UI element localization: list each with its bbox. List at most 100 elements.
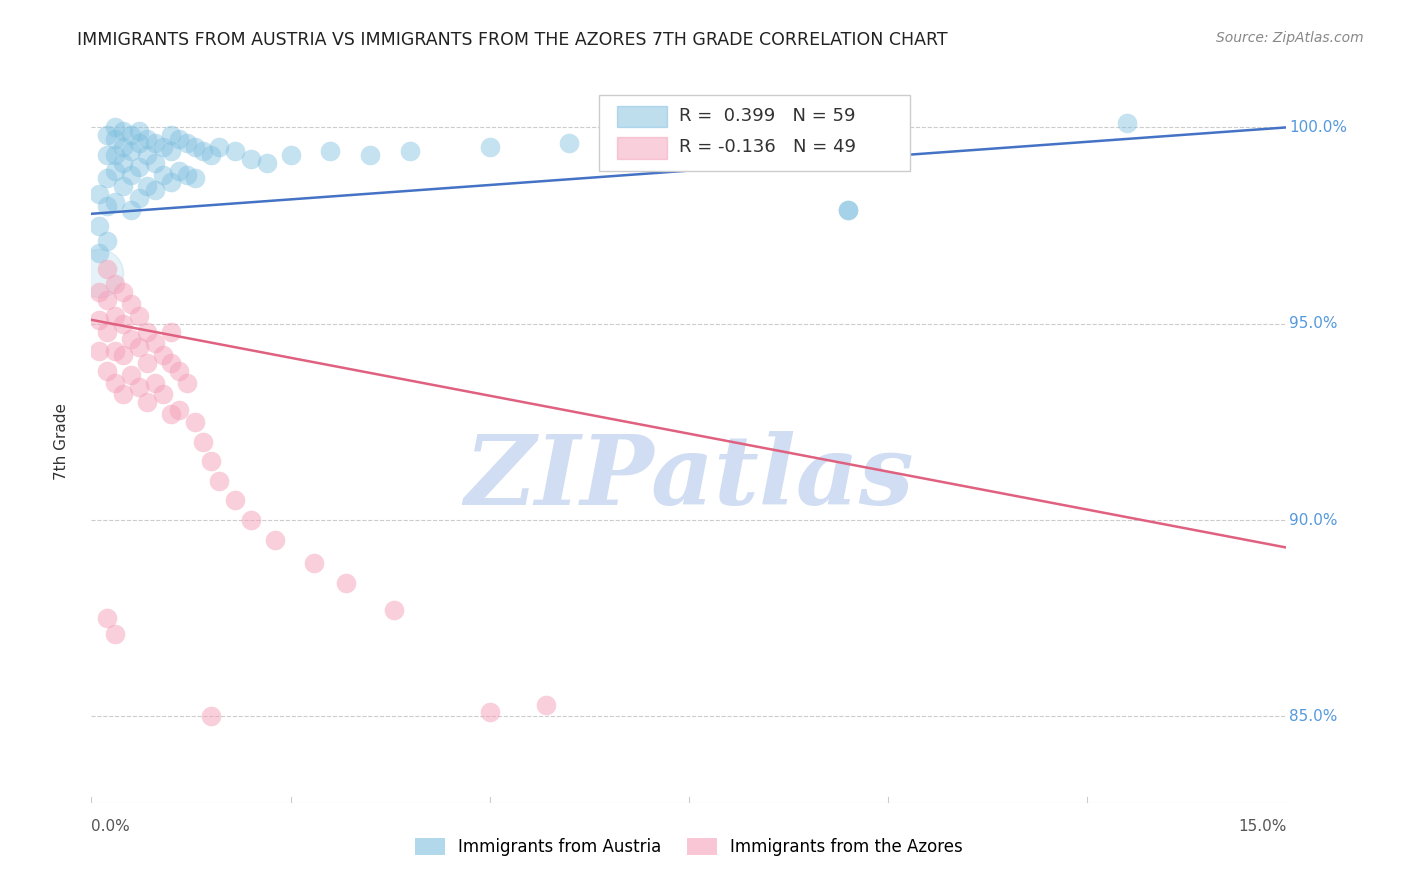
Point xyxy=(1116,116,1139,130)
Point xyxy=(96,128,118,143)
Point xyxy=(120,202,142,217)
Point xyxy=(112,179,135,194)
Point xyxy=(152,140,174,154)
Point xyxy=(184,415,207,429)
Point xyxy=(104,132,127,146)
Point xyxy=(280,148,302,162)
Point xyxy=(224,144,246,158)
Point xyxy=(160,144,183,158)
Point xyxy=(136,179,159,194)
FancyBboxPatch shape xyxy=(617,137,668,159)
Point xyxy=(200,709,222,723)
Point xyxy=(120,368,142,382)
Point xyxy=(104,120,127,135)
Point xyxy=(224,493,246,508)
Point xyxy=(104,344,127,359)
Point xyxy=(112,124,135,138)
Point xyxy=(104,163,127,178)
Point xyxy=(89,266,111,280)
Point xyxy=(120,333,142,347)
Point xyxy=(143,336,166,351)
Point xyxy=(678,132,700,146)
Point xyxy=(143,136,166,150)
Point xyxy=(200,148,222,162)
Text: 0.0%: 0.0% xyxy=(91,819,131,833)
Point xyxy=(837,202,859,217)
Point xyxy=(160,175,183,189)
Point xyxy=(128,136,150,150)
Point xyxy=(112,285,135,300)
Point xyxy=(837,202,859,217)
Text: 90.0%: 90.0% xyxy=(1289,513,1337,527)
Point xyxy=(176,136,198,150)
Point xyxy=(96,148,118,162)
Point xyxy=(96,325,118,339)
Point xyxy=(112,155,135,169)
Point xyxy=(208,140,231,154)
Point xyxy=(534,698,557,712)
Point xyxy=(112,387,135,401)
Point xyxy=(136,148,159,162)
Point xyxy=(152,387,174,401)
Point xyxy=(143,376,166,390)
Point xyxy=(191,144,214,158)
Point xyxy=(104,309,127,323)
Text: 15.0%: 15.0% xyxy=(1239,819,1286,833)
Point xyxy=(120,168,142,182)
Text: 95.0%: 95.0% xyxy=(1289,317,1337,331)
Point xyxy=(96,234,118,248)
Point xyxy=(96,364,118,378)
Point xyxy=(112,140,135,154)
FancyBboxPatch shape xyxy=(599,95,910,170)
Point xyxy=(558,136,581,150)
Point xyxy=(160,325,183,339)
Point xyxy=(304,556,326,570)
Point xyxy=(160,407,183,421)
Point xyxy=(239,152,262,166)
Point xyxy=(176,168,198,182)
Point xyxy=(143,155,166,169)
Point xyxy=(112,348,135,362)
Point xyxy=(89,246,111,260)
Point xyxy=(200,454,222,468)
Point xyxy=(120,128,142,143)
Point xyxy=(120,144,142,158)
Point xyxy=(128,309,150,323)
Point xyxy=(89,285,111,300)
Legend: Immigrants from Austria, Immigrants from the Azores: Immigrants from Austria, Immigrants from… xyxy=(408,831,970,863)
Point xyxy=(89,344,111,359)
Point xyxy=(359,148,381,162)
Point xyxy=(128,379,150,393)
Point xyxy=(128,191,150,205)
Point xyxy=(382,603,405,617)
Point xyxy=(89,219,111,233)
Point xyxy=(104,148,127,162)
Point xyxy=(176,376,198,390)
Point xyxy=(96,611,118,625)
Point xyxy=(136,132,159,146)
Point xyxy=(256,155,278,169)
Point xyxy=(160,356,183,370)
Point xyxy=(167,364,190,378)
Point xyxy=(120,297,142,311)
Point xyxy=(399,144,422,158)
Point xyxy=(208,474,231,488)
Point xyxy=(152,168,174,182)
Point xyxy=(136,356,159,370)
Point xyxy=(478,706,501,720)
Point xyxy=(136,395,159,409)
FancyBboxPatch shape xyxy=(617,105,668,128)
Point xyxy=(143,183,166,197)
Point xyxy=(184,140,207,154)
Point xyxy=(319,144,342,158)
Text: R =  0.399   N = 59: R = 0.399 N = 59 xyxy=(679,107,856,125)
Point xyxy=(112,317,135,331)
Point xyxy=(104,194,127,209)
Text: R = -0.136   N = 49: R = -0.136 N = 49 xyxy=(679,138,856,156)
Point xyxy=(167,132,190,146)
Point xyxy=(89,187,111,202)
Point xyxy=(96,171,118,186)
Point xyxy=(128,124,150,138)
Point xyxy=(89,313,111,327)
Point xyxy=(104,376,127,390)
